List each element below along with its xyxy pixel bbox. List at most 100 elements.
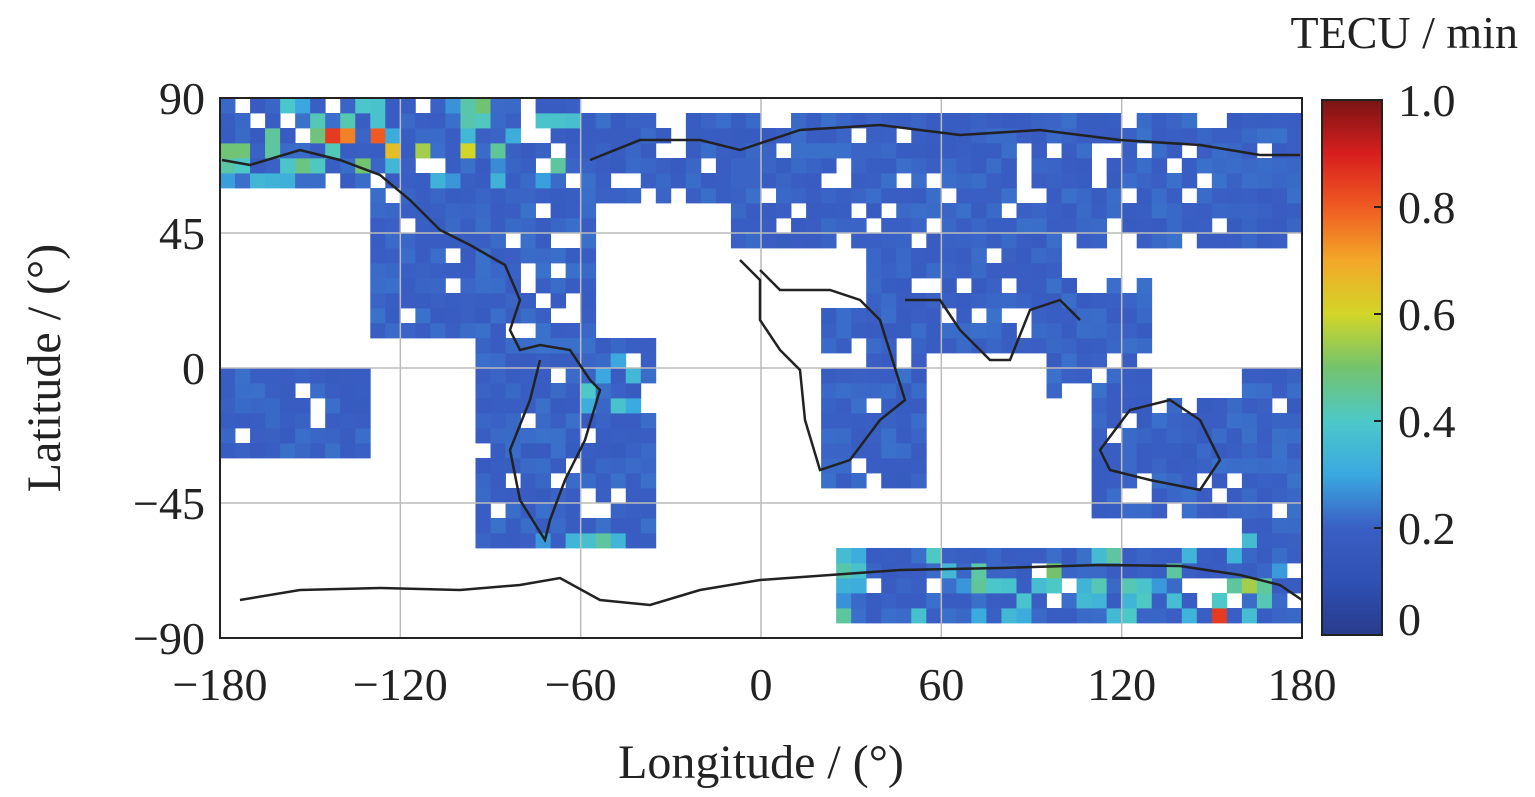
heatmap-cell [265, 143, 281, 159]
heatmap-cell [1181, 458, 1198, 474]
heatmap-cell [986, 113, 1002, 129]
heatmap-cell [595, 338, 612, 354]
heatmap-cell [430, 263, 446, 279]
heatmap-cell [1061, 593, 1077, 609]
heatmap-cell [715, 173, 732, 189]
heatmap-cell [595, 368, 612, 384]
heatmap-cell [370, 248, 386, 264]
heatmap-cell [505, 128, 521, 144]
heatmap-cell [956, 218, 972, 234]
heatmap-cell [610, 128, 627, 144]
heatmap-cell [1046, 158, 1062, 174]
heatmap-cell [1181, 428, 1198, 444]
heatmap-cell [490, 293, 506, 309]
heatmap-cell [400, 113, 416, 129]
heatmap-cell [220, 383, 236, 399]
heatmap-cell [370, 203, 386, 219]
heatmap-cell [535, 443, 552, 459]
heatmap-cell [385, 98, 401, 114]
heatmap-cell [1091, 563, 1108, 579]
heatmap-cell [851, 368, 867, 384]
heatmap-cell [460, 173, 476, 189]
heatmap-cell [1031, 548, 1047, 564]
heatmap-cell [610, 368, 627, 384]
heatmap-cell [1271, 128, 1288, 144]
heatmap-cell [1196, 458, 1213, 474]
heatmap-cell [1106, 338, 1123, 354]
heatmap-cell [580, 398, 597, 414]
heatmap-cell [1286, 383, 1303, 399]
heatmap-cell [881, 548, 897, 564]
heatmap-cell [625, 428, 642, 444]
heatmap-cell [535, 368, 552, 384]
heatmap-cell [1211, 128, 1228, 144]
heatmap-cell [926, 188, 942, 204]
heatmap-cell [1031, 113, 1047, 129]
heatmap-cell [851, 428, 867, 444]
heatmap-cell [896, 293, 912, 309]
heatmap-cell [1166, 548, 1183, 564]
heatmap-cell [1211, 548, 1228, 564]
heatmap-cell [836, 473, 852, 489]
heatmap-cell [550, 188, 567, 204]
heatmap-cell [565, 203, 582, 219]
heatmap-cell [310, 158, 326, 174]
heatmap-cell [385, 278, 401, 294]
heatmap-cell [1016, 233, 1032, 249]
heatmap-cell [445, 203, 461, 219]
heatmap-cell [1016, 263, 1032, 279]
heatmap-cell [1271, 428, 1288, 444]
heatmap-cell [911, 443, 927, 459]
heatmap-cell [535, 173, 552, 189]
heatmap-cell [941, 158, 957, 174]
y-axis-title: Latitude / (°) [18, 244, 71, 492]
heatmap-cell [475, 248, 491, 264]
heatmap-cell [340, 113, 356, 129]
heatmap-cell [866, 383, 882, 399]
heatmap-cell [415, 128, 431, 144]
heatmap-cell [1241, 608, 1258, 624]
heatmap-cell [1031, 173, 1047, 189]
heatmap-cell [1181, 473, 1198, 489]
heatmap-cell [640, 473, 657, 489]
heatmap-cell [685, 143, 702, 159]
heatmap-cell [1091, 323, 1108, 339]
heatmap-cell [1001, 248, 1017, 264]
heatmap-cell [1121, 563, 1138, 579]
heatmap-cell [370, 263, 386, 279]
heatmap-cell [836, 338, 852, 354]
heatmap-cell [640, 458, 657, 474]
heatmap-cell [806, 173, 822, 189]
heatmap-cell [1001, 323, 1017, 339]
heatmap-cell [505, 293, 521, 309]
heatmap-cell [745, 218, 762, 234]
heatmap-cell [550, 443, 567, 459]
heatmap-cell [1121, 503, 1138, 519]
heatmap-cell [745, 203, 762, 219]
heatmap-cell [986, 578, 1002, 594]
heatmap-cell [655, 173, 672, 189]
x-axis-title: Longitude / (°) [618, 736, 904, 789]
heatmap-cell [625, 143, 642, 159]
heatmap-cell [310, 443, 326, 459]
heatmap-cell [475, 173, 491, 189]
heatmap-cell [851, 113, 867, 129]
heatmap-cell [1271, 233, 1288, 249]
heatmap-cell [1151, 593, 1168, 609]
x-tick-label: 0 [750, 659, 773, 710]
heatmap-cell [625, 458, 642, 474]
heatmap-cell [400, 323, 416, 339]
heatmap-cell [986, 263, 1002, 279]
heatmap-cell [911, 203, 927, 219]
heatmap-cell [866, 263, 882, 279]
heatmap-cell [986, 548, 1002, 564]
heatmap-cell [325, 428, 341, 444]
heatmap-cell [911, 428, 927, 444]
heatmap-cell [385, 143, 401, 159]
heatmap-cell [1181, 563, 1198, 579]
heatmap-cell [1076, 323, 1093, 339]
heatmap-cell [490, 488, 506, 504]
heatmap-cell [595, 188, 612, 204]
heatmap-cell [1001, 128, 1017, 144]
heatmap-cell [520, 443, 536, 459]
